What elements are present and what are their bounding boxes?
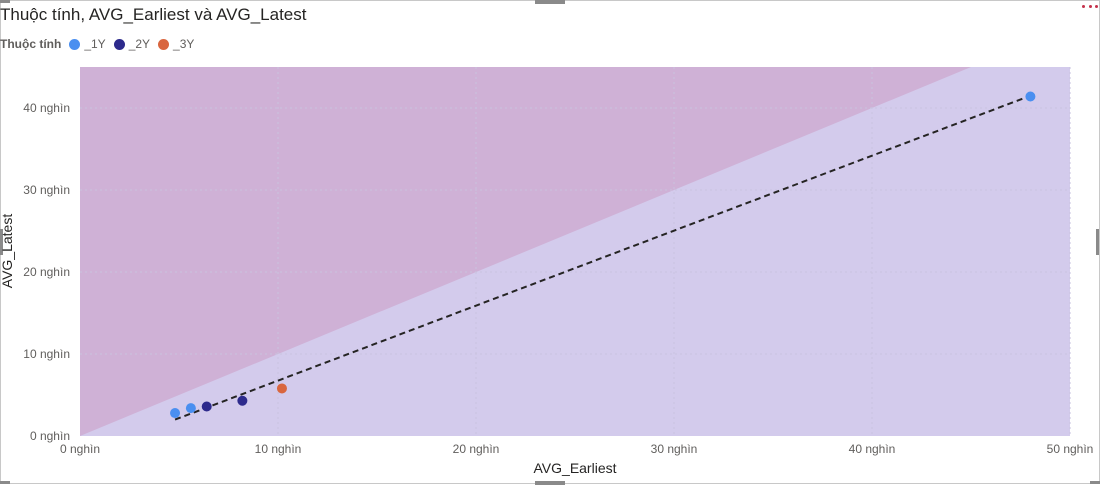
x-axis-ticks: 0 nghìn 10 nghìn 20 nghìn 30 nghìn 40 nghìn 5… — [60, 442, 1093, 456]
y-tick-label: 40 nghìn — [23, 101, 70, 115]
legend-dot-icon — [158, 38, 170, 50]
resize-handle-left[interactable] — [0, 229, 3, 255]
grid-layer — [80, 67, 1071, 436]
legend-label: _1Y — [84, 37, 106, 51]
legend-item[interactable]: _3Y — [158, 37, 194, 51]
y-axis-ticks: 0 nghìn 10 nghìn 20 nghìn 30 nghìn 40 nghìn — [23, 101, 70, 443]
chart-title: Thuộc tính, AVG_Earliest và AVG_Latest — [0, 5, 307, 24]
resize-handle-right[interactable] — [1096, 229, 1099, 255]
resize-handle-corner-top-left[interactable] — [0, 0, 10, 3]
data-point-1y[interactable] — [170, 408, 181, 419]
x-tick-label: 10 nghìn — [255, 442, 302, 456]
shading-layer — [80, 67, 1070, 436]
resize-handle-corner-bottom-left[interactable] — [0, 481, 10, 484]
x-axis-title: AVG_Earliest — [534, 460, 617, 476]
x-tick-label: 50 nghìn — [1047, 442, 1094, 456]
y-tick-label: 30 nghìn — [23, 183, 70, 197]
data-point-2y[interactable] — [237, 395, 248, 406]
x-tick-label: 20 nghìn — [453, 442, 500, 456]
resize-handle-corner-bottom-right[interactable] — [1090, 481, 1100, 484]
upper-region — [80, 67, 971, 436]
x-tick-label: 0 nghìn — [60, 442, 100, 456]
x-tick-label: 40 nghìn — [849, 442, 896, 456]
legend-label: _2Y — [128, 37, 151, 51]
data-point-1y[interactable] — [185, 403, 196, 414]
resize-handle-bottom[interactable] — [535, 481, 565, 485]
y-tick-label: 10 nghìn — [23, 347, 70, 361]
points-layer — [170, 91, 1036, 419]
legend-item[interactable]: _2Y — [113, 37, 151, 51]
legend: Thuộc tính _1Y _2Y _3Y — [0, 36, 202, 52]
trend-line — [174, 94, 1031, 421]
data-point-2y[interactable] — [201, 401, 212, 412]
y-tick-label: 20 nghìn — [23, 265, 70, 279]
data-point-1y[interactable] — [1025, 91, 1036, 102]
x-tick-label: 30 nghìn — [651, 442, 698, 456]
y-axis-title: AVG_Latest — [0, 214, 15, 289]
legend-dot-icon — [113, 38, 125, 50]
legend-label: _3Y — [173, 37, 195, 51]
data-point-3y[interactable] — [276, 383, 287, 394]
legend-dot-icon — [69, 38, 81, 50]
ratio-line-layer — [174, 94, 1031, 421]
resize-handle-top[interactable] — [535, 0, 565, 4]
legend-title: Thuộc tính — [0, 37, 62, 51]
more-options-icon[interactable] — [1082, 3, 1098, 9]
legend-item[interactable]: _1Y — [69, 37, 106, 51]
y-tick-label: 0 nghìn — [30, 429, 70, 443]
